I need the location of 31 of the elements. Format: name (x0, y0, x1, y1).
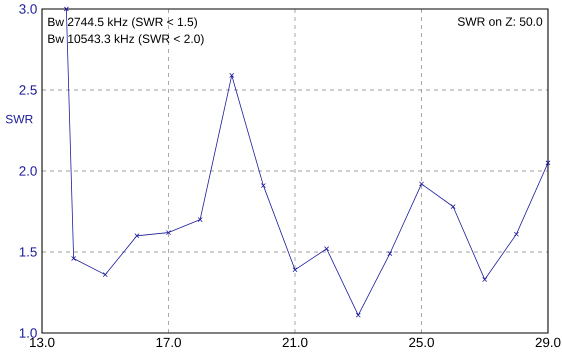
point (482, 277, 488, 282)
y-tick-label: 1.5 (20, 247, 37, 257)
point (198, 217, 203, 222)
x-tick-label: 17.0 (156, 338, 181, 348)
y-tick-label: 2.0 (19, 166, 37, 176)
point (134, 233, 140, 238)
y-tick-label: 2.5 (19, 85, 37, 95)
point (64, 6, 69, 12)
y-axis-title: SWR (6, 114, 33, 124)
point (450, 204, 456, 210)
point (514, 232, 519, 237)
point (419, 181, 424, 186)
point (387, 251, 392, 256)
point (356, 312, 361, 318)
x-tick-label: 13.0 (30, 338, 54, 348)
point (166, 230, 171, 236)
point (102, 272, 108, 278)
y-tick-label: 1.0 (20, 328, 37, 338)
x-tick-label: 21.0 (282, 338, 308, 348)
point (292, 267, 298, 272)
annotation: Bw 2744.5 kHz (SWR < 1.5) (48, 17, 197, 29)
y-tick-label: 3.0 (19, 4, 37, 14)
point (324, 246, 330, 252)
annotation: SWR on Z: 50.0 (458, 17, 542, 26)
annotation: Bw 10543.3 kHz (SWR < 2.0) (48, 34, 204, 46)
x-tick-label: 25.0 (409, 338, 434, 348)
point (546, 160, 550, 166)
point (229, 72, 234, 78)
x-tick-label: 29.0 (536, 338, 560, 348)
point (71, 256, 76, 261)
point (260, 183, 266, 188)
